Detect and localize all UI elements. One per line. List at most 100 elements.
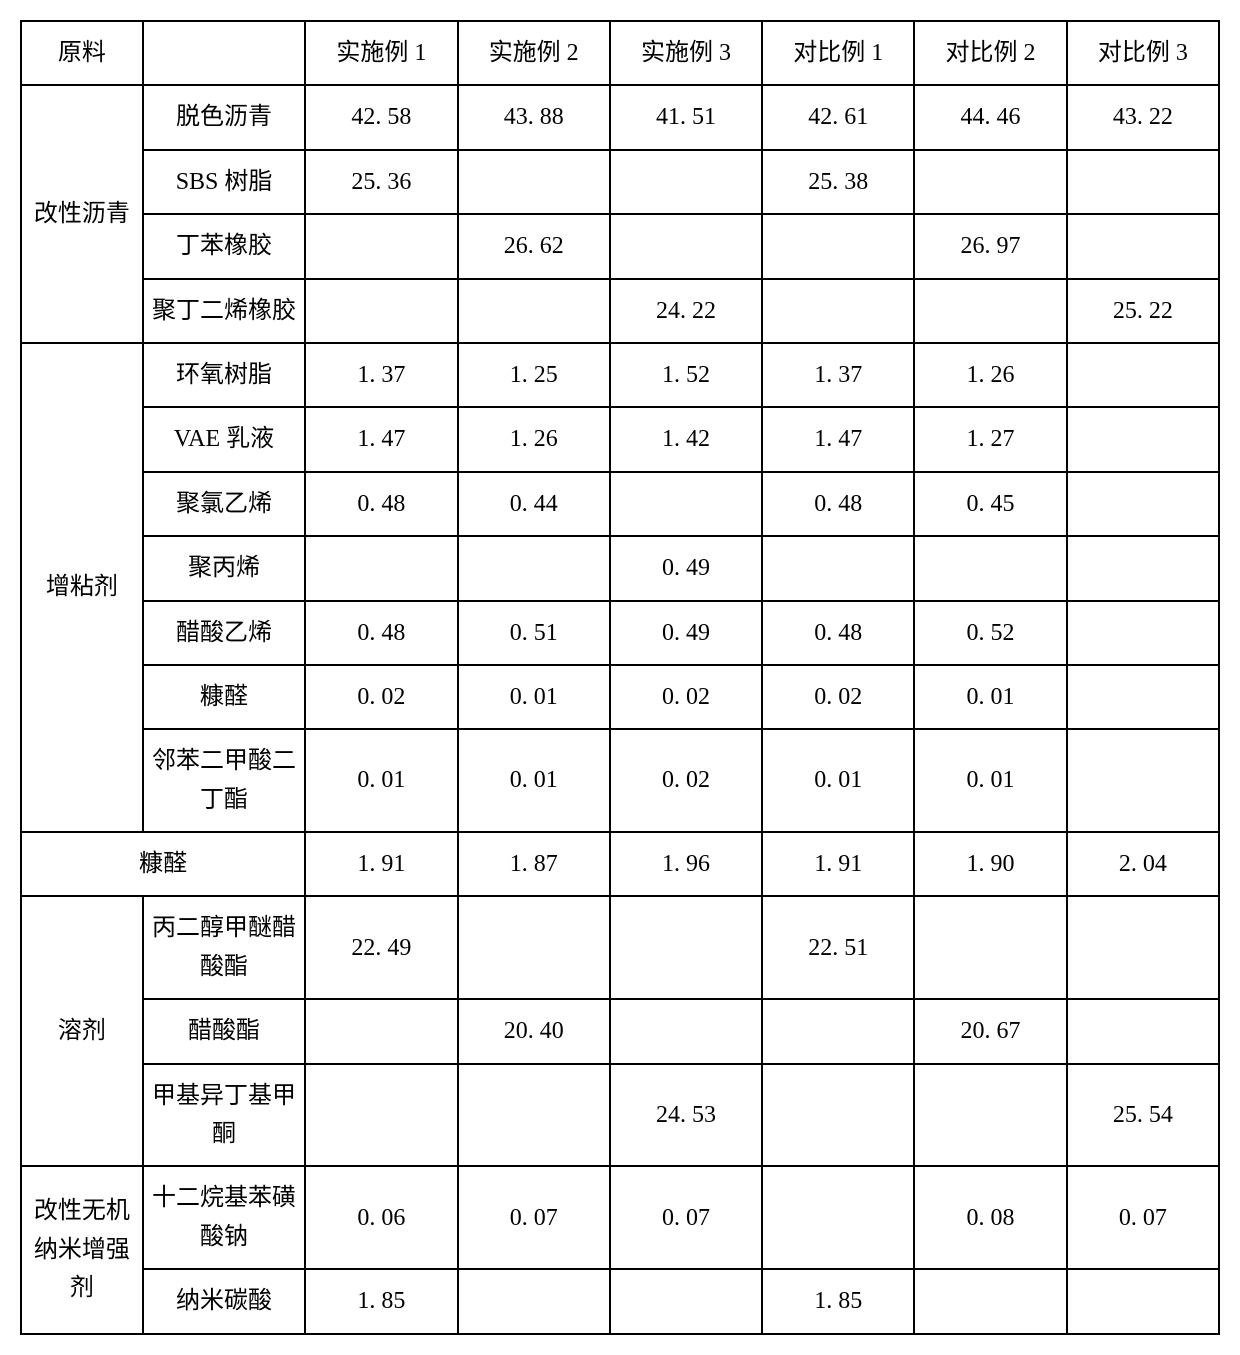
cell: 26. 62 — [458, 214, 610, 278]
cell: 1. 26 — [458, 407, 610, 471]
table-row: 改性无机纳米增强剂 十二烷基苯磺酸钠 0. 06 0. 07 0. 07 0. … — [21, 1166, 1219, 1269]
cell — [914, 1064, 1066, 1167]
cell — [458, 1064, 610, 1167]
cell — [305, 1064, 457, 1167]
cell: 0. 01 — [914, 665, 1066, 729]
table-row: 甲基异丁基甲酮 24. 53 25. 54 — [21, 1064, 1219, 1167]
cell: 1. 87 — [458, 832, 610, 896]
cell — [914, 150, 1066, 214]
table-row: 糠醛 0. 02 0. 01 0. 02 0. 02 0. 01 — [21, 665, 1219, 729]
cell: 1. 91 — [305, 832, 457, 896]
sub-label: 纳米碳酸 — [143, 1269, 305, 1333]
cell — [762, 214, 914, 278]
cell — [1067, 472, 1219, 536]
cell: 25. 38 — [762, 150, 914, 214]
cell — [1067, 1269, 1219, 1333]
cell — [762, 999, 914, 1063]
cell — [914, 896, 1066, 999]
cell — [305, 214, 457, 278]
cell: 20. 67 — [914, 999, 1066, 1063]
cell: 41. 51 — [610, 85, 762, 149]
cell — [762, 1166, 914, 1269]
sub-label: 环氧树脂 — [143, 343, 305, 407]
cell — [762, 279, 914, 343]
cell: 0. 52 — [914, 601, 1066, 665]
cell — [610, 1269, 762, 1333]
table-row: 邻苯二甲酸二丁酯 0. 01 0. 01 0. 02 0. 01 0. 01 — [21, 729, 1219, 832]
cell — [458, 1269, 610, 1333]
cell — [1067, 665, 1219, 729]
cell — [1067, 407, 1219, 471]
table-row: 改性沥青 脱色沥青 42. 58 43. 88 41. 51 42. 61 44… — [21, 85, 1219, 149]
sub-label: 醋酸酯 — [143, 999, 305, 1063]
cell — [610, 896, 762, 999]
cell — [1067, 601, 1219, 665]
table-row: 聚丙烯 0. 49 — [21, 536, 1219, 600]
table-row: 聚丁二烯橡胶 24. 22 25. 22 — [21, 279, 1219, 343]
cell — [1067, 150, 1219, 214]
cell: 1. 26 — [914, 343, 1066, 407]
cell: 0. 01 — [762, 729, 914, 832]
sub-label: 邻苯二甲酸二丁酯 — [143, 729, 305, 832]
cell: 1. 91 — [762, 832, 914, 896]
cell: 0. 44 — [458, 472, 610, 536]
category-tackifier: 增粘剂 — [21, 343, 143, 832]
sub-label: 聚氯乙烯 — [143, 472, 305, 536]
cell — [1067, 999, 1219, 1063]
category-nano-enhancer: 改性无机纳米增强剂 — [21, 1166, 143, 1333]
cell — [1067, 729, 1219, 832]
category-furfural: 糠醛 — [21, 832, 305, 896]
cell: 44. 46 — [914, 85, 1066, 149]
header-cmp3: 对比例 3 — [1067, 21, 1219, 85]
cell: 1. 85 — [762, 1269, 914, 1333]
cell — [1067, 343, 1219, 407]
cell — [914, 536, 1066, 600]
cell — [610, 214, 762, 278]
cell — [305, 279, 457, 343]
cell: 0. 01 — [914, 729, 1066, 832]
sub-label: SBS 树脂 — [143, 150, 305, 214]
cell — [1067, 536, 1219, 600]
table-row: 增粘剂 环氧树脂 1. 37 1. 25 1. 52 1. 37 1. 26 — [21, 343, 1219, 407]
table-header-row: 原料 实施例 1 实施例 2 实施例 3 对比例 1 对比例 2 对比例 3 — [21, 21, 1219, 85]
cell: 0. 01 — [305, 729, 457, 832]
cell: 20. 40 — [458, 999, 610, 1063]
cell: 22. 51 — [762, 896, 914, 999]
cell: 1. 42 — [610, 407, 762, 471]
cell: 24. 22 — [610, 279, 762, 343]
cell — [305, 999, 457, 1063]
cell: 0. 07 — [458, 1166, 610, 1269]
table-row: 聚氯乙烯 0. 48 0. 44 0. 48 0. 45 — [21, 472, 1219, 536]
cell: 0. 48 — [305, 472, 457, 536]
header-exp2: 实施例 2 — [458, 21, 610, 85]
header-blank — [143, 21, 305, 85]
cell: 42. 61 — [762, 85, 914, 149]
sub-label: 聚丁二烯橡胶 — [143, 279, 305, 343]
cell: 42. 58 — [305, 85, 457, 149]
cell: 1. 37 — [305, 343, 457, 407]
table-row: 糠醛 1. 91 1. 87 1. 96 1. 91 1. 90 2. 04 — [21, 832, 1219, 896]
sub-label: 醋酸乙烯 — [143, 601, 305, 665]
cell: 0. 07 — [610, 1166, 762, 1269]
cell: 0. 48 — [762, 472, 914, 536]
sub-label: 聚丙烯 — [143, 536, 305, 600]
cell — [914, 279, 1066, 343]
cell — [610, 150, 762, 214]
table-row: 醋酸乙烯 0. 48 0. 51 0. 49 0. 48 0. 52 — [21, 601, 1219, 665]
cell: 1. 47 — [762, 407, 914, 471]
sub-label: 丙二醇甲醚醋酸酯 — [143, 896, 305, 999]
cell: 1. 52 — [610, 343, 762, 407]
sub-label: 十二烷基苯磺酸钠 — [143, 1166, 305, 1269]
cell: 26. 97 — [914, 214, 1066, 278]
cell: 0. 49 — [610, 536, 762, 600]
cell: 0. 08 — [914, 1166, 1066, 1269]
sub-label: 甲基异丁基甲酮 — [143, 1064, 305, 1167]
cell: 25. 54 — [1067, 1064, 1219, 1167]
cell: 0. 02 — [762, 665, 914, 729]
cell: 24. 53 — [610, 1064, 762, 1167]
sub-label: 脱色沥青 — [143, 85, 305, 149]
cell — [1067, 896, 1219, 999]
cell: 0. 07 — [1067, 1166, 1219, 1269]
cell: 22. 49 — [305, 896, 457, 999]
table-row: 溶剂 丙二醇甲醚醋酸酯 22. 49 22. 51 — [21, 896, 1219, 999]
